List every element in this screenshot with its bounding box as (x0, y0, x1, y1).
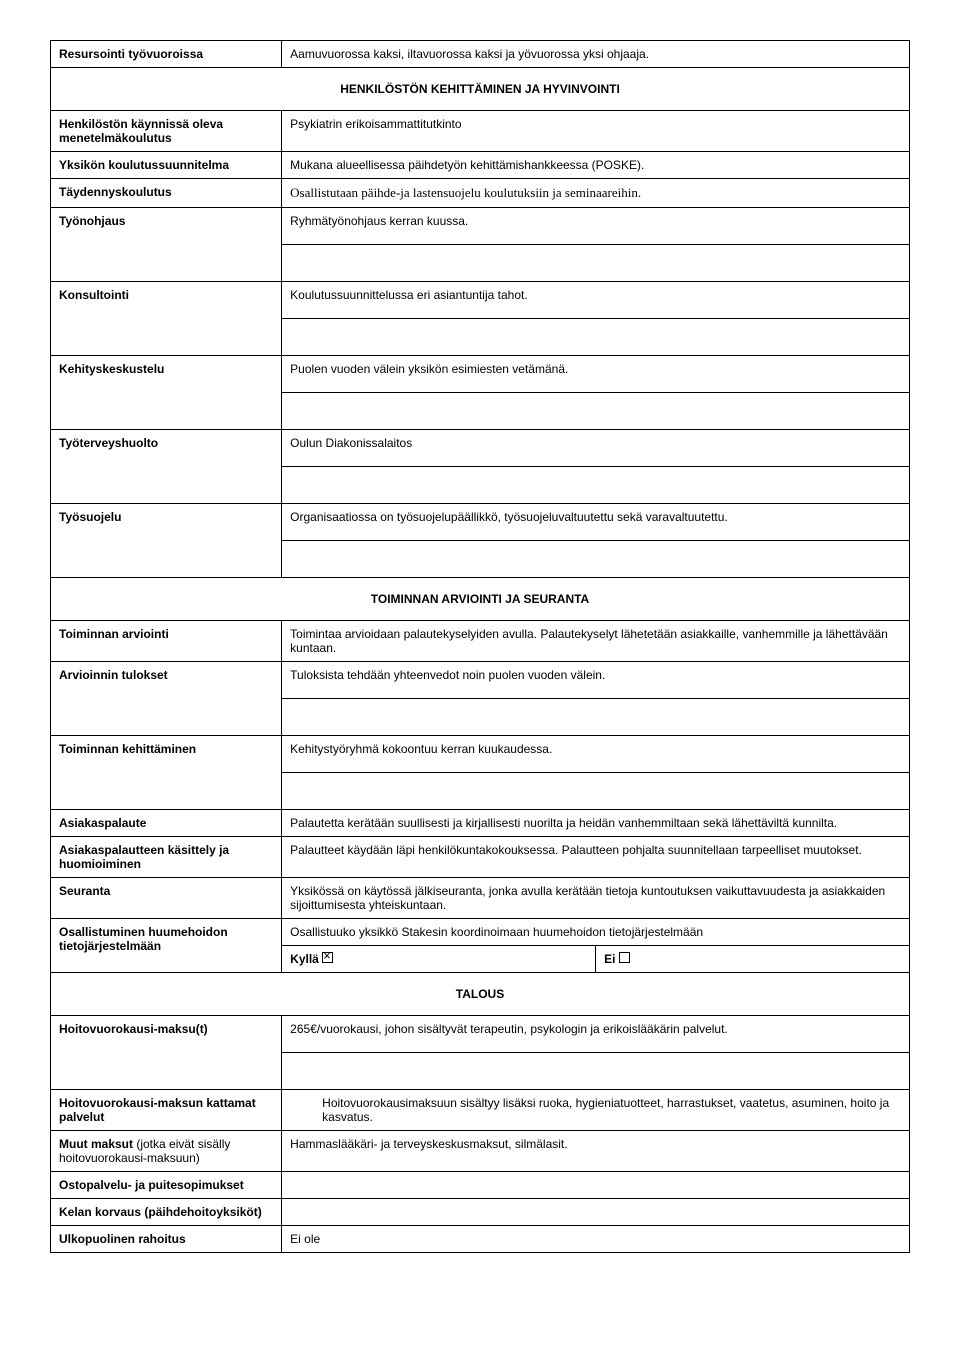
table-row: Täydennyskoulutus Osallistutaan päihde-j… (51, 179, 910, 208)
row-label: Työterveyshuolto (51, 430, 282, 504)
row-value: Puolen vuoden välein yksikön esimiesten … (282, 356, 910, 393)
table-row: Osallistuminen huumehoidon tietojärjeste… (51, 919, 910, 946)
row-value (282, 1199, 910, 1226)
row-value: Oulun Diakonissalaitos (282, 430, 910, 467)
row-value: Kehitystyöryhmä kokoontuu kerran kuukaud… (282, 736, 910, 773)
section-header: TOIMINNAN ARVIOINTI JA SEURANTA (51, 578, 910, 621)
checkbox-row-cell: Kyllä Ei (282, 946, 910, 973)
row-label: Toiminnan kehittäminen (51, 736, 282, 810)
row-label: Hoitovuorokausi-maksun kattamat palvelut (51, 1090, 282, 1131)
row-label: Työsuojelu (51, 504, 282, 578)
table-row: Konsultointi Koulutussuunnittelussa eri … (51, 282, 910, 319)
row-value: Mukana alueellisessa päihdetyön kehittäm… (282, 152, 910, 179)
row-value: Tuloksista tehdään yhteenvedot noin puol… (282, 662, 910, 699)
table-row: Henkilöstön käynnissä oleva menetelmäkou… (51, 111, 910, 152)
section-header-row: TOIMINNAN ARVIOINTI JA SEURANTA (51, 578, 910, 621)
row-value: Organisaatiossa on työsuojelupäällikkö, … (282, 504, 910, 541)
table-row: Työsuojelu Organisaatiossa on työsuojelu… (51, 504, 910, 541)
table-row: Muut maksut (jotka eivät sisälly hoitovu… (51, 1131, 910, 1172)
row-label: Kelan korvaus (päihdehoitoyksiköt) (51, 1199, 282, 1226)
row-value: Koulutussuunnittelussa eri asiantuntija … (282, 282, 910, 319)
table-row: Arvioinnin tulokset Tuloksista tehdään y… (51, 662, 910, 699)
checkbox-no-label: Ei (604, 952, 615, 966)
table-row: Kelan korvaus (päihdehoitoyksiköt) (51, 1199, 910, 1226)
table-row: Hoitovuorokausi-maksun kattamat palvelut… (51, 1090, 910, 1131)
row-label: Arvioinnin tulokset (51, 662, 282, 736)
row-value: Palautteet käydään läpi henkilökuntakoko… (282, 837, 910, 878)
table-row: Ostopalvelu- ja puitesopimukset (51, 1172, 910, 1199)
row-value (282, 1172, 910, 1199)
empty-cell (282, 541, 910, 578)
row-value: Toimintaa arvioidaan palautekyselyiden a… (282, 621, 910, 662)
table-row: Työterveyshuolto Oulun Diakonissalaitos (51, 430, 910, 467)
checkbox-no-cell: Ei (596, 946, 909, 972)
table-row: Hoitovuorokausi-maksu(t) 265€/vuorokausi… (51, 1016, 910, 1053)
row-value: Palautetta kerätään suullisesti ja kirja… (282, 810, 910, 837)
checkbox-yes-cell: Kyllä (282, 946, 596, 972)
row-label: Työnohjaus (51, 208, 282, 282)
row-label: Resursointi työvuoroissa (51, 41, 282, 68)
row-label: Yksikön koulutussuunnitelma (51, 152, 282, 179)
empty-cell (282, 467, 910, 504)
table-row: Yksikön koulutussuunnitelma Mukana aluee… (51, 152, 910, 179)
section-header: TALOUS (51, 973, 910, 1016)
row-value: Hoitovuorokausimaksuun sisältyy lisäksi … (282, 1090, 910, 1131)
row-value: Ei ole (282, 1226, 910, 1253)
checkbox-yes-icon (322, 952, 333, 963)
row-label: Muut maksut (jotka eivät sisälly hoitovu… (51, 1131, 282, 1172)
empty-cell (282, 1053, 910, 1090)
row-label: Osallistuminen huumehoidon tietojärjeste… (51, 919, 282, 973)
row-label: Henkilöstön käynnissä oleva menetelmäkou… (51, 111, 282, 152)
table-row: Ulkopuolinen rahoitus Ei ole (51, 1226, 910, 1253)
checkbox-yes-label: Kyllä (290, 952, 319, 966)
empty-cell (282, 319, 910, 356)
table-row: Asiakaspalaute Palautetta kerätään suull… (51, 810, 910, 837)
empty-cell (282, 245, 910, 282)
table-row: Kehityskeskustelu Puolen vuoden välein y… (51, 356, 910, 393)
row-value: Aamuvuorossa kaksi, iltavuorossa kaksi j… (282, 41, 910, 68)
row-value: Psykiatrin erikoisammattitutkinto (282, 111, 910, 152)
table-row: Työnohjaus Ryhmätyönohjaus kerran kuussa… (51, 208, 910, 245)
row-label: Asiakaspalaute (51, 810, 282, 837)
row-value: Osallistuuko yksikkö Stakesin koordinoim… (282, 919, 910, 946)
table-row: Toiminnan arviointi Toimintaa arvioidaan… (51, 621, 910, 662)
table-row: Seuranta Yksikössä on käytössä jälkiseur… (51, 878, 910, 919)
empty-cell (282, 773, 910, 810)
section-header: HENKILÖSTÖN KEHITTÄMINEN JA HYVINVOINTI (51, 68, 910, 111)
row-label: Hoitovuorokausi-maksu(t) (51, 1016, 282, 1090)
row-label-bold: Muut maksut (59, 1137, 136, 1151)
empty-cell (282, 699, 910, 736)
row-value: Osallistutaan päihde-ja lastensuojelu ko… (282, 179, 910, 208)
table-row: Resursointi työvuoroissa Aamuvuorossa ka… (51, 41, 910, 68)
section-header-row: HENKILÖSTÖN KEHITTÄMINEN JA HYVINVOINTI (51, 68, 910, 111)
row-label: Ulkopuolinen rahoitus (51, 1226, 282, 1253)
row-label: Konsultointi (51, 282, 282, 356)
row-label: Toiminnan arviointi (51, 621, 282, 662)
document-table: Resursointi työvuoroissa Aamuvuorossa ka… (50, 40, 910, 1253)
row-label: Asiakaspalautteen käsittely ja huomioimi… (51, 837, 282, 878)
table-row: Toiminnan kehittäminen Kehitystyöryhmä k… (51, 736, 910, 773)
checkbox-no-icon (619, 952, 630, 963)
row-value: Ryhmätyönohjaus kerran kuussa. (282, 208, 910, 245)
row-label: Ostopalvelu- ja puitesopimukset (51, 1172, 282, 1199)
empty-cell (282, 393, 910, 430)
table-row: Asiakaspalautteen käsittely ja huomioimi… (51, 837, 910, 878)
row-value: Hammaslääkäri- ja terveyskeskusmaksut, s… (282, 1131, 910, 1172)
row-value: Yksikössä on käytössä jälkiseuranta, jon… (282, 878, 910, 919)
section-header-row: TALOUS (51, 973, 910, 1016)
row-label: Kehityskeskustelu (51, 356, 282, 430)
row-label: Täydennyskoulutus (51, 179, 282, 208)
row-label: Seuranta (51, 878, 282, 919)
row-value: 265€/vuorokausi, johon sisältyvät terape… (282, 1016, 910, 1053)
